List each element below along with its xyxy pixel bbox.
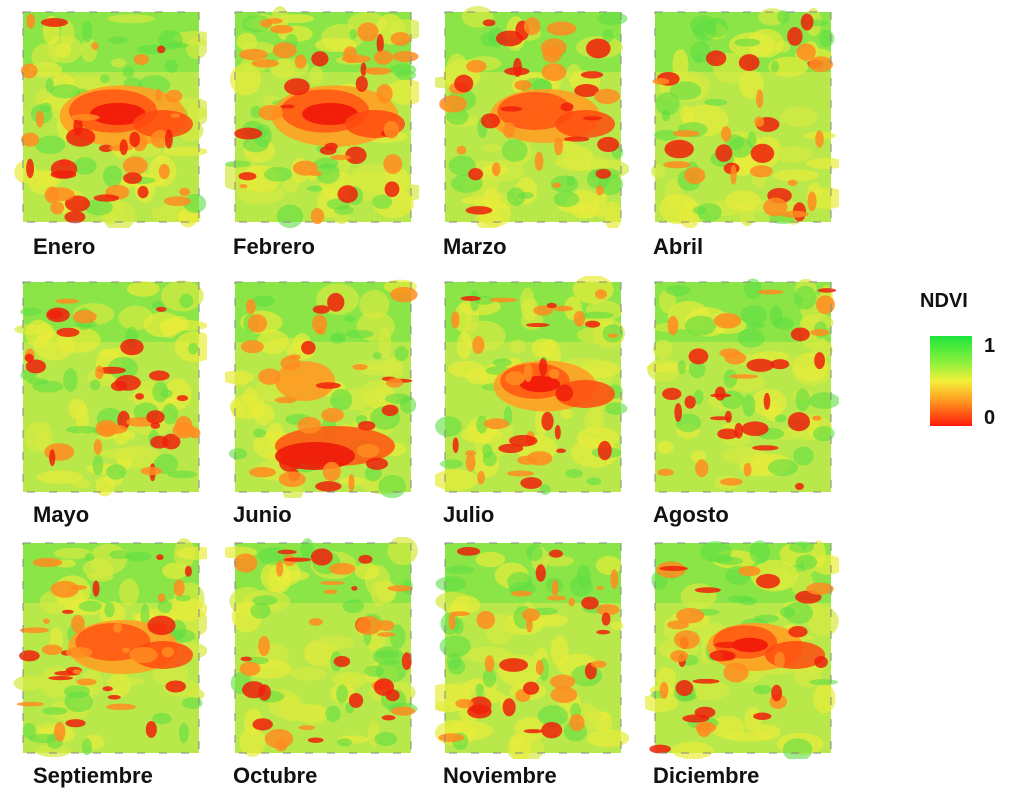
map-panel-noviembre [435, 537, 629, 759]
month-label: Octubre [233, 763, 318, 788]
ndvi-map-junio [225, 279, 418, 498]
ndvi-map-octubre [225, 537, 418, 757]
legend-min-label: 0 [984, 407, 996, 429]
month-label: Enero [33, 234, 96, 259]
map-panel-agosto [645, 276, 839, 498]
month-label: Marzo [443, 234, 507, 259]
map-panel-octubre [225, 537, 419, 759]
map-panel-febrero [225, 6, 419, 228]
ndvi-map-julio [435, 276, 628, 495]
map-panel-marzo [435, 6, 629, 228]
month-label: Noviembre [443, 763, 557, 788]
map-panel-abril [645, 6, 839, 228]
month-label: Agosto [653, 502, 729, 527]
month-label: Julio [443, 502, 495, 527]
month-label: Junio [233, 502, 292, 527]
map-panel-septiembre [13, 537, 207, 759]
map-panel-junio [225, 276, 419, 498]
legend-max-label: 1 [984, 335, 996, 357]
ndvi-map-mayo [14, 280, 207, 497]
month-label: Septiembre [33, 763, 153, 788]
ndvi-map-agosto [646, 278, 839, 493]
map-panel-diciembre [645, 537, 839, 759]
ndvi-map-diciembre [645, 540, 839, 759]
ndvi-map-septiembre [13, 538, 207, 758]
ndvi-map-febrero [225, 6, 419, 228]
ndvi-map-enero [14, 11, 207, 228]
ndvi-map-noviembre [435, 542, 629, 759]
map-panel-mayo [13, 276, 207, 498]
legend-title: NDVI [920, 290, 968, 312]
month-label: Abril [653, 234, 704, 259]
map-panel-julio [435, 276, 629, 498]
legend-color-bar [930, 336, 972, 426]
month-label: Mayo [33, 502, 90, 527]
month-label: Diciembre [653, 763, 760, 788]
month-label: Febrero [233, 234, 315, 259]
map-panel-enero [13, 6, 207, 228]
ndvi-map-marzo [435, 6, 629, 228]
ndvi-map-abril [651, 8, 839, 228]
